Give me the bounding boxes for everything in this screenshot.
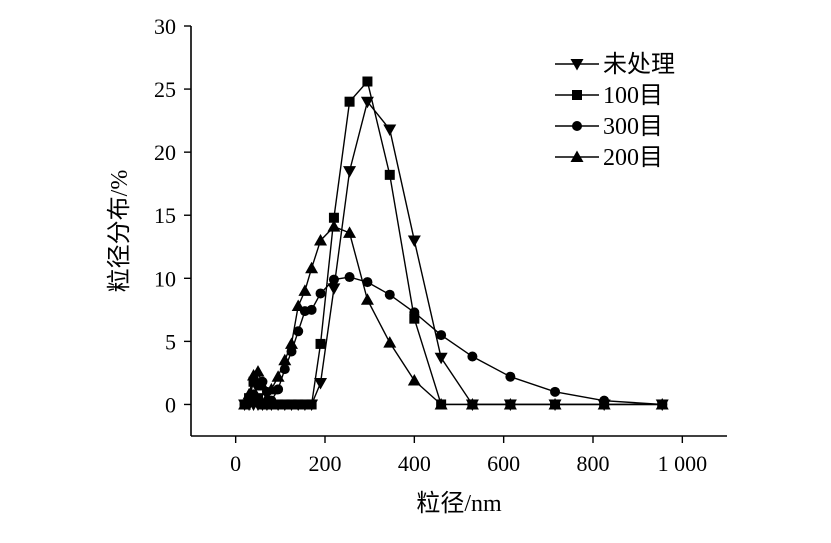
data-point — [315, 288, 326, 299]
data-point — [550, 386, 561, 397]
data-point — [314, 378, 328, 390]
data-point — [279, 399, 290, 410]
data-point — [327, 220, 341, 232]
data-point — [409, 307, 420, 318]
data-point — [465, 397, 479, 410]
legend-marker — [570, 59, 584, 71]
data-point — [291, 299, 305, 312]
data-point — [248, 376, 259, 387]
data-point — [285, 337, 298, 349]
data-point — [344, 96, 355, 107]
data-point — [597, 397, 611, 410]
legend-marker — [570, 150, 584, 162]
legend-marker — [572, 90, 582, 100]
series-4 — [238, 220, 669, 410]
data-point — [360, 96, 374, 109]
data-point — [383, 336, 397, 348]
legend-label: 100目 — [603, 83, 663, 109]
data-point — [655, 397, 669, 410]
data-point — [314, 233, 328, 246]
y-tick-label: 5 — [165, 329, 176, 354]
data-point — [293, 399, 304, 410]
data-point — [503, 397, 517, 410]
y-tick-label: 25 — [154, 77, 176, 102]
x-tick-label: 600 — [487, 451, 520, 476]
data-point — [264, 382, 278, 395]
y-axis-title: 粒径分布/% — [106, 170, 133, 293]
data-point — [255, 379, 269, 391]
data-point — [328, 212, 339, 223]
data-point — [384, 289, 395, 300]
data-point — [271, 370, 285, 382]
data-point — [343, 166, 357, 178]
x-tick-label: 800 — [577, 451, 610, 476]
data-point — [344, 272, 355, 283]
y-tick-label: 20 — [154, 140, 176, 165]
data-point — [315, 338, 326, 349]
data-point — [238, 397, 252, 410]
legend-item: 未处理 — [555, 51, 675, 78]
data-point — [260, 391, 274, 404]
x-tick-label: 1 000 — [658, 451, 708, 476]
data-point — [467, 351, 478, 362]
x-axis-title: 粒径/nm — [416, 490, 502, 517]
x-tick-label: 0 — [230, 451, 241, 476]
data-point — [360, 293, 374, 305]
series-line — [244, 80, 663, 406]
data-point — [273, 399, 284, 410]
data-point — [436, 330, 447, 341]
data-point — [384, 169, 395, 180]
data-point — [409, 313, 420, 324]
data-point — [293, 326, 304, 337]
data-point — [407, 373, 421, 386]
data-point — [362, 76, 373, 87]
data-point — [299, 399, 310, 410]
data-point — [383, 124, 397, 136]
data-point — [548, 397, 562, 410]
y-tick-label: 10 — [154, 266, 176, 291]
legend-item: 100目 — [555, 83, 663, 109]
y-tick-label: 30 — [154, 14, 176, 39]
data-point — [251, 365, 265, 377]
axes-layer: 粒径/nm 粒径分布/% — [106, 26, 727, 517]
data-point — [327, 283, 341, 295]
ticks-layer: 0 200 400 600 800 1 000 0 5 10 15 20 25 30 — [154, 14, 707, 476]
data-point — [253, 393, 263, 404]
legend-label: 200目 — [603, 145, 663, 171]
data-point — [362, 277, 373, 288]
data-point — [343, 226, 357, 238]
data-point — [434, 352, 448, 365]
data-point — [306, 399, 317, 410]
data-point — [306, 304, 317, 315]
series-layer — [238, 76, 669, 411]
legend-label: 未处理 — [603, 51, 675, 78]
data-point — [278, 353, 292, 366]
legend-label: 300目 — [603, 114, 663, 140]
y-tick-label: 15 — [154, 203, 176, 228]
data-point — [305, 261, 319, 274]
legend-item: 200目 — [555, 145, 663, 171]
data-point — [505, 371, 516, 382]
series-1 — [238, 96, 669, 411]
legend-marker — [572, 121, 582, 131]
data-point — [328, 274, 339, 285]
data-point — [407, 235, 421, 247]
legend-item: 300目 — [555, 114, 663, 140]
series-line — [244, 100, 663, 406]
x-tick-label: 400 — [398, 451, 431, 476]
x-tick-label: 200 — [309, 451, 342, 476]
data-point — [286, 399, 297, 410]
y-tick-label: 0 — [165, 392, 176, 417]
legend: 未处理 100目 300目 200目 — [555, 51, 675, 171]
series-line — [244, 276, 663, 406]
data-point — [298, 284, 312, 296]
data-point — [242, 387, 256, 400]
data-point — [434, 397, 448, 410]
